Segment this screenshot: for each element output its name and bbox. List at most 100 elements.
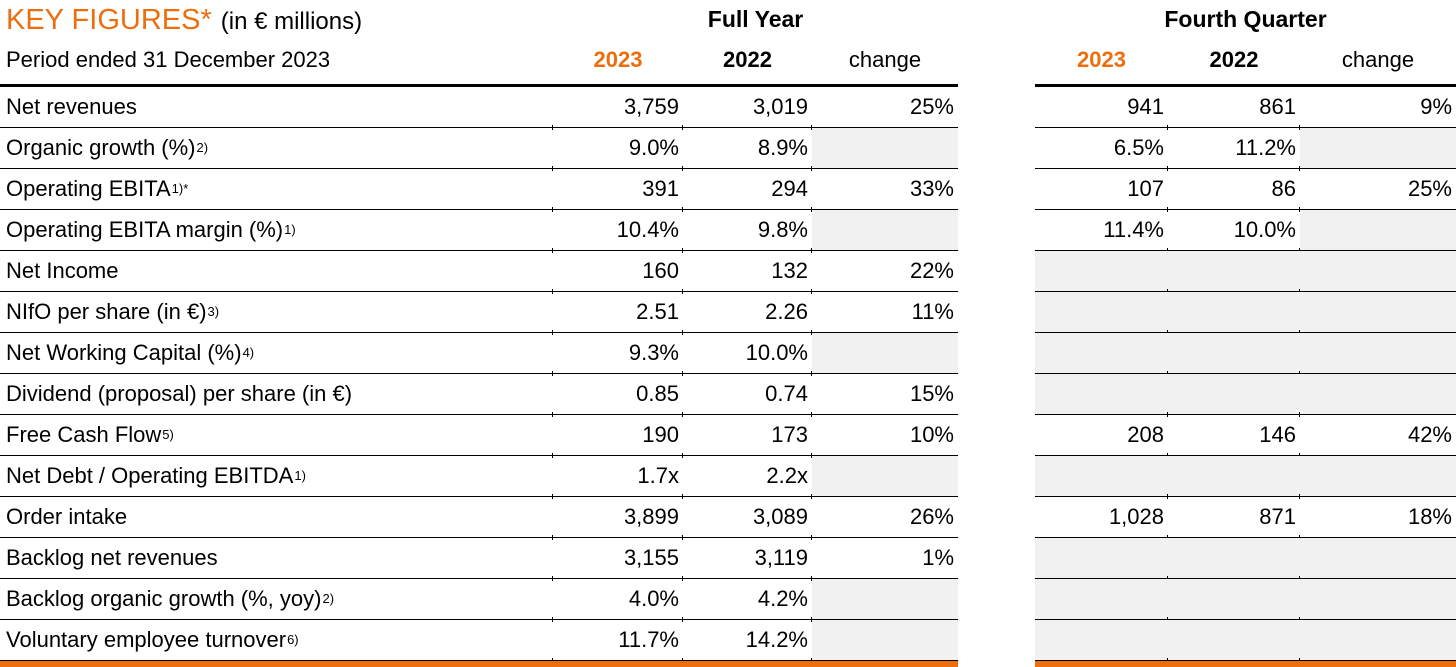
row-label: Free Cash Flow 5) xyxy=(6,422,174,447)
value-cell xyxy=(1035,538,1168,578)
value-cell: 146 xyxy=(1167,415,1300,458)
value-cell xyxy=(1299,620,1456,663)
value-cell: 132 xyxy=(682,251,812,294)
value-cell: 9.8% xyxy=(682,210,812,253)
full-year-table: Net revenues 3,759 3,019 25% Organic growth … xyxy=(0,84,958,663)
value-cell: 4.2% xyxy=(682,579,812,622)
row-label: Order intake xyxy=(0,497,553,537)
value-cell: 3,155 xyxy=(552,538,683,581)
value-cell xyxy=(1299,333,1456,376)
value-cell: 26% xyxy=(811,497,958,540)
value-cell: 33% xyxy=(811,169,958,212)
value-cell: 86 xyxy=(1167,169,1300,212)
table-row: Operating EBITA 1)* 391 294 33% xyxy=(0,169,958,212)
row-label-text: Order intake xyxy=(6,504,128,529)
table-row: Net Debt / Operating EBITDA 1) 1.7x 2.2x xyxy=(0,456,958,499)
key-figures-title: KEY FIGURES* xyxy=(6,4,212,36)
value-cell xyxy=(1299,292,1456,335)
value-cell: 294 xyxy=(682,169,812,212)
value-cell xyxy=(1035,333,1168,373)
q-col-2022: 2022 xyxy=(1209,47,1259,72)
fy-col-2023: 2023 xyxy=(593,47,643,72)
table-row: Free Cash Flow 5) 190 173 10% xyxy=(0,415,958,458)
value-cell: 3,119 xyxy=(682,538,812,581)
value-cell xyxy=(1299,456,1456,499)
value-cell xyxy=(1299,538,1456,581)
row-label-text: Operating EBITA xyxy=(6,176,171,201)
table-row: Organic growth (%) 2) 9.0% 8.9% xyxy=(0,128,958,171)
value-cell: 2.51 xyxy=(552,292,683,335)
row-label-text: Operating EBITA margin (%) xyxy=(6,217,284,242)
value-cell xyxy=(1035,620,1168,660)
value-cell: 9% xyxy=(1299,87,1456,130)
row-label: Net Working Capital (%) 4) xyxy=(6,340,255,365)
value-cell xyxy=(1035,456,1168,496)
value-cell xyxy=(1299,210,1456,253)
value-cell: 9.0% xyxy=(552,128,683,171)
row-label-text: Dividend (proposal) per share (in €) xyxy=(6,381,353,406)
row-label: Operating EBITA margin (%) 1) xyxy=(6,217,296,242)
value-cell xyxy=(1167,251,1300,294)
row-label: Voluntary employee turnover 6) xyxy=(6,627,299,652)
table-row xyxy=(1035,620,1456,663)
row-label: Backlog organic growth (%, yoy) 2) xyxy=(6,586,335,611)
period-label: Period ended 31 December 2023 xyxy=(6,47,331,72)
value-cell xyxy=(1167,538,1300,581)
value-cell: 11.7% xyxy=(552,620,683,663)
row-label-text: NIfO per share (in €) xyxy=(6,299,207,324)
value-cell: 0.74 xyxy=(682,374,812,417)
row-label-text: Voluntary employee turnover xyxy=(6,627,287,652)
table-row: 941 861 9% xyxy=(1035,87,1456,130)
value-cell: 6.5% xyxy=(1113,135,1164,160)
full-year-accent-bar xyxy=(0,661,958,667)
value-cell xyxy=(1035,579,1168,619)
row-label-text: Net Debt / Operating EBITDA xyxy=(6,463,294,488)
value-cell xyxy=(1167,374,1300,417)
value-cell: 391 xyxy=(552,169,683,212)
table-row: Net Income 160 132 22% xyxy=(0,251,958,294)
value-cell: 18% xyxy=(1299,497,1456,540)
value-cell: 11% xyxy=(811,292,958,335)
table-row xyxy=(1035,538,1456,581)
row-label-text: Net Income xyxy=(6,258,119,283)
value-cell: 10.0% xyxy=(682,333,812,376)
table-row: 11.4% 10.0% xyxy=(1035,210,1456,253)
table-row xyxy=(1035,579,1456,622)
value-cell xyxy=(1167,579,1300,622)
fourth-quarter-accent-bar xyxy=(1035,661,1456,667)
value-cell: 1,028 xyxy=(1108,504,1164,529)
value-cell: 3,089 xyxy=(682,497,812,540)
table-row: Voluntary employee turnover 6) 11.7% 14.2% xyxy=(0,620,958,663)
table-row xyxy=(1035,333,1456,376)
value-cell: 871 xyxy=(1167,497,1300,540)
row-label: Dividend (proposal) per share (in €) xyxy=(0,374,553,414)
table-row xyxy=(1035,251,1456,294)
value-cell: 2.26 xyxy=(682,292,812,335)
value-cell: 3,019 xyxy=(682,87,812,130)
value-cell xyxy=(811,620,958,663)
value-cell xyxy=(1167,333,1300,376)
value-cell: 2.2x xyxy=(682,456,812,499)
value-cell: 941 xyxy=(1127,94,1164,119)
value-cell: 107 xyxy=(1127,176,1164,201)
row-label: Operating EBITA 1)* xyxy=(6,176,189,201)
value-cell xyxy=(1167,620,1300,663)
value-cell: 25% xyxy=(811,87,958,130)
value-cell: 861 xyxy=(1167,87,1300,130)
row-label: Net Debt / Operating EBITDA 1) xyxy=(6,463,306,488)
value-cell: 14.2% xyxy=(682,620,812,663)
full-year-column-headers: 2023 2022 change xyxy=(553,47,958,73)
value-cell xyxy=(811,128,958,171)
value-cell xyxy=(1299,128,1456,171)
units-label: (in € millions) xyxy=(220,8,363,35)
table-row: 208 146 42% xyxy=(1035,415,1456,458)
value-cell: 3,759 xyxy=(552,87,683,130)
table-row: Net revenues 3,759 3,019 25% xyxy=(0,87,958,130)
value-cell xyxy=(811,333,958,376)
table-row: Net Working Capital (%) 4) 9.3% 10.0% xyxy=(0,333,958,376)
value-cell: 8.9% xyxy=(682,128,812,171)
table-row xyxy=(1035,292,1456,335)
value-cell xyxy=(1167,456,1300,499)
value-cell xyxy=(1035,374,1168,414)
table-row: Dividend (proposal) per share (in €) 0.85… xyxy=(0,374,958,417)
